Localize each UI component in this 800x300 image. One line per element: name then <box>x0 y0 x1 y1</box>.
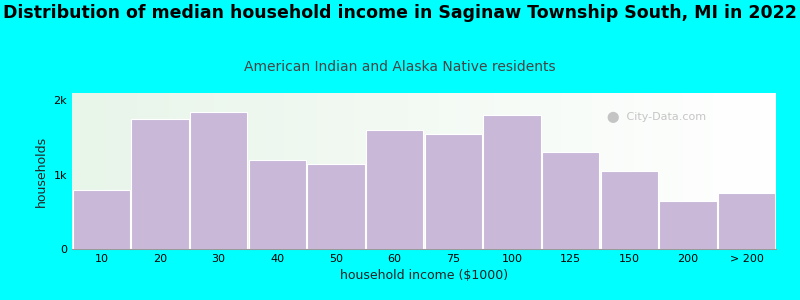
Bar <box>542 152 599 249</box>
Bar <box>659 201 717 249</box>
Bar <box>190 112 247 249</box>
Bar <box>307 164 365 249</box>
Bar <box>131 119 189 249</box>
Bar <box>73 190 130 249</box>
Y-axis label: households: households <box>35 135 48 207</box>
Bar <box>249 160 306 249</box>
Text: Distribution of median household income in Saginaw Township South, MI in 2022: Distribution of median household income … <box>3 4 797 22</box>
Text: ⬤  City-Data.com: ⬤ City-Data.com <box>607 112 706 123</box>
Text: American Indian and Alaska Native residents: American Indian and Alaska Native reside… <box>244 60 556 74</box>
Bar <box>425 134 482 249</box>
Bar <box>366 130 423 249</box>
X-axis label: household income ($1000): household income ($1000) <box>340 269 508 282</box>
Bar <box>718 193 775 249</box>
Bar <box>601 171 658 249</box>
Bar <box>483 115 541 249</box>
